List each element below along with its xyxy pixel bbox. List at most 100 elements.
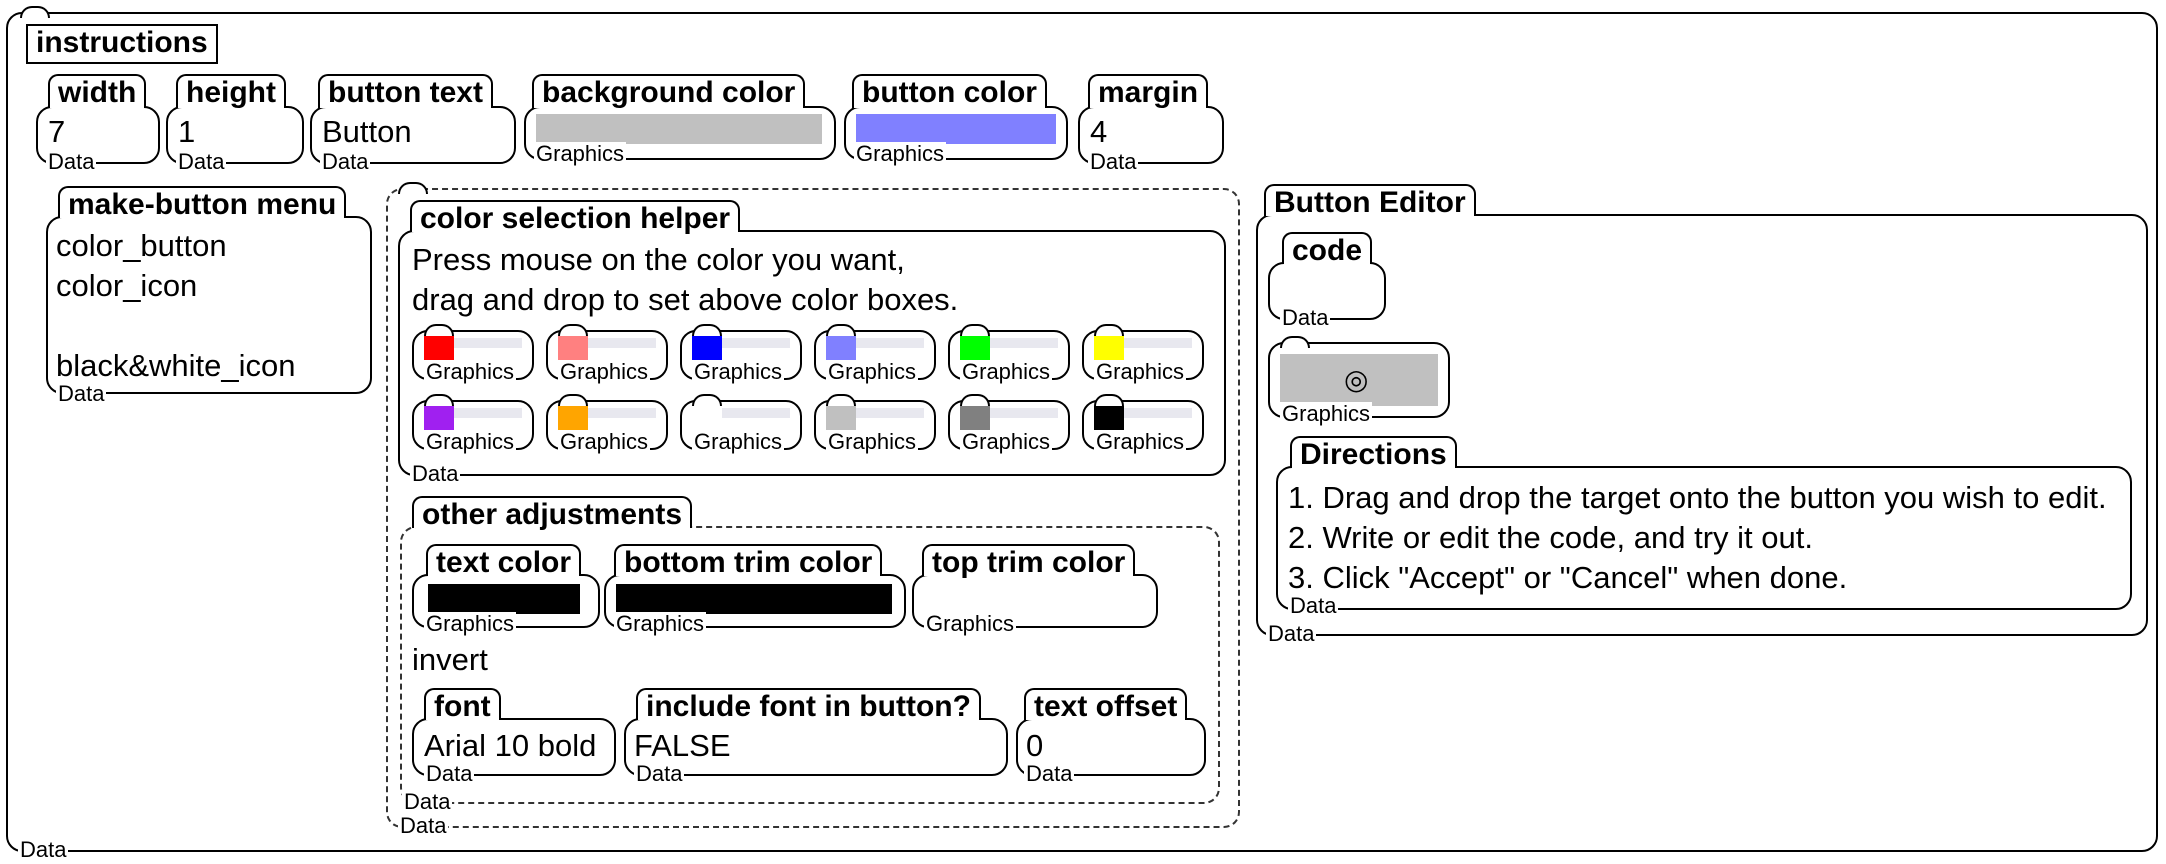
swatch-tab[interactable] [960, 394, 990, 406]
color-swatch[interactable] [1094, 406, 1124, 434]
top-trim-type: Graphics [924, 611, 1017, 636]
property-name: height [176, 74, 286, 109]
helper-outer-tab[interactable] [398, 182, 428, 194]
button-editor-title: Button Editor [1264, 184, 1476, 219]
bottom-trim-type: Graphics [614, 611, 707, 636]
include-font-type: Data [634, 761, 685, 786]
color-swatch[interactable] [960, 406, 990, 434]
code-title: code [1282, 232, 1373, 267]
swatch-type: Graphics [424, 429, 517, 454]
swatch-tab[interactable] [960, 324, 990, 336]
swatch-tab[interactable] [424, 324, 454, 336]
color-swatch[interactable] [826, 406, 856, 434]
property-type: Data [176, 149, 227, 174]
swatch-tab[interactable] [1094, 394, 1124, 406]
swatch-type: Graphics [692, 359, 785, 384]
swatch-type: Graphics [558, 429, 651, 454]
color-swatch[interactable] [424, 336, 454, 364]
property-value[interactable]: Button [322, 114, 412, 149]
swatch-type: Graphics [826, 359, 919, 384]
swatch-tab[interactable] [558, 394, 588, 406]
property-name: button text [318, 74, 493, 109]
include-font-value[interactable]: FALSE [634, 728, 731, 763]
text-offset-type: Data [1024, 761, 1075, 786]
font-type: Data [424, 761, 475, 786]
color-swatch[interactable] [558, 336, 588, 364]
other-adjustments-title: other adjustments [412, 496, 693, 531]
color-swatch[interactable] [826, 336, 856, 364]
root-tab[interactable] [20, 6, 50, 18]
property-name: background color [532, 74, 806, 109]
target-button[interactable] [1280, 354, 1438, 406]
target-icon[interactable]: ◎ [1344, 364, 1369, 395]
menu-item-black-white-icon[interactable]: black&white_icon [56, 348, 296, 383]
color-helper-type: Data [410, 461, 461, 486]
property-type: Graphics [854, 141, 947, 166]
text-color-swatch[interactable] [428, 584, 580, 614]
swatch-tab[interactable] [1094, 324, 1124, 336]
top-trim-title: top trim color [922, 544, 1136, 579]
swatch-type: Graphics [960, 359, 1053, 384]
property-name: width [48, 74, 147, 109]
button-color-swatch[interactable] [856, 114, 1056, 144]
include-font-title: include font in button? [636, 688, 981, 723]
direction-line-3: 3. Click "Accept" or "Cancel" when done. [1288, 560, 1848, 595]
property-type: Graphics [534, 141, 627, 166]
text-color-type: Graphics [424, 611, 517, 636]
menu-type: Data [56, 381, 107, 406]
make-button-menu-title: make-button menu [58, 186, 347, 221]
swatch-type: Graphics [1094, 429, 1187, 454]
property-value[interactable]: 4 [1090, 114, 1108, 149]
property-type: Data [320, 149, 371, 174]
color-helper-line1: Press mouse on the color you want, [412, 242, 905, 277]
font-title: font [424, 688, 501, 723]
swatch-tab[interactable] [826, 394, 856, 406]
other-adjustments-type: Data [402, 789, 453, 814]
swatch-type: Graphics [558, 359, 651, 384]
directions-title: Directions [1290, 436, 1457, 471]
property-value[interactable]: 1 [178, 114, 196, 149]
code-type: Data [1280, 305, 1331, 330]
instructions-label[interactable]: instructions [26, 24, 218, 64]
menu-item-color-button[interactable]: color_button [56, 228, 227, 263]
swatch-tab[interactable] [692, 324, 722, 336]
swatch-type: Graphics [692, 429, 785, 454]
text-offset-value[interactable]: 0 [1026, 728, 1044, 763]
color-swatch[interactable] [692, 336, 722, 364]
directions-type: Data [1288, 593, 1339, 618]
property-type: Data [46, 149, 97, 174]
property-type: Data [1088, 149, 1139, 174]
color-swatch[interactable] [692, 406, 722, 434]
button-editor-type: Data [1266, 621, 1317, 646]
target-tab[interactable] [1280, 336, 1310, 348]
text-color-title: text color [426, 544, 582, 579]
swatch-tab[interactable] [424, 394, 454, 406]
background-color-swatch[interactable] [536, 114, 822, 144]
font-value[interactable]: Arial 10 bold [424, 728, 597, 763]
color-swatch[interactable] [1094, 336, 1124, 364]
property-name: margin [1088, 74, 1209, 109]
menu-item-color-icon[interactable]: color_icon [56, 268, 198, 303]
property-name: button color [852, 74, 1047, 109]
direction-line-2: 2. Write or edit the code, and try it ou… [1288, 520, 1813, 555]
helper-outer-type: Data [398, 813, 449, 838]
root-type-label: Data [18, 837, 69, 862]
swatch-type: Graphics [1094, 359, 1187, 384]
color-swatch[interactable] [558, 406, 588, 434]
bottom-trim-title: bottom trim color [614, 544, 883, 579]
swatch-type: Graphics [826, 429, 919, 454]
color-helper-line2: drag and drop to set above color boxes. [412, 282, 959, 317]
swatch-type: Graphics [424, 359, 517, 384]
property-value[interactable]: 7 [48, 114, 66, 149]
color-swatch[interactable] [424, 406, 454, 434]
target-type: Graphics [1280, 401, 1373, 426]
direction-line-1: 1. Drag and drop the target onto the but… [1288, 480, 2107, 515]
swatch-tab[interactable] [692, 394, 722, 406]
swatch-tab[interactable] [558, 324, 588, 336]
color-swatch[interactable] [960, 336, 990, 364]
swatch-tab[interactable] [826, 324, 856, 336]
text-offset-title: text offset [1024, 688, 1188, 723]
bottom-trim-swatch[interactable] [616, 584, 892, 614]
invert-label[interactable]: invert [412, 642, 488, 677]
swatch-type: Graphics [960, 429, 1053, 454]
